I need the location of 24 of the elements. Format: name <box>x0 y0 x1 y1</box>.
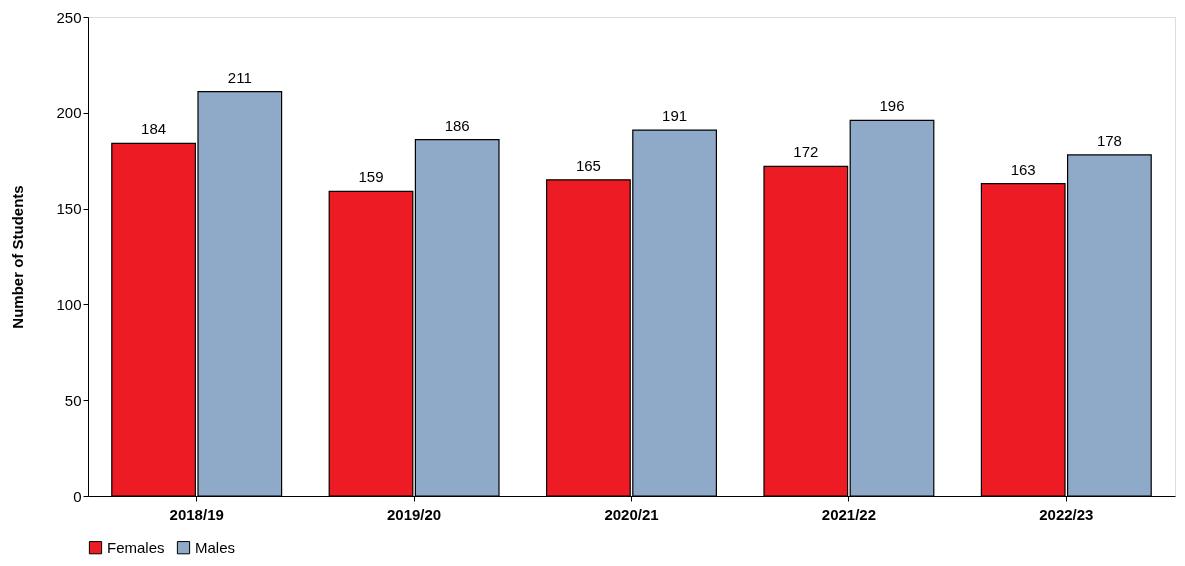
y-tick-label: 250 <box>56 8 82 26</box>
y-tick-label: 0 <box>73 487 82 505</box>
data-label: 159 <box>358 168 384 186</box>
x-tick-label: 2021/22 <box>821 505 877 523</box>
data-label: 172 <box>793 143 819 161</box>
x-tick-label: 2019/20 <box>386 505 442 523</box>
y-tick-label: 200 <box>56 104 82 122</box>
x-tick-label: 2018/19 <box>169 505 224 523</box>
data-label: 163 <box>1010 160 1036 178</box>
legend-label: Males <box>195 538 236 556</box>
data-label: 184 <box>141 120 167 138</box>
y-axis-title: Number of Students <box>9 185 27 329</box>
data-label: 196 <box>879 97 905 115</box>
y-tick-label: 150 <box>56 200 82 218</box>
x-tick-label: 2022/23 <box>1039 505 1094 523</box>
legend-label: Females <box>107 538 165 556</box>
data-label: 186 <box>444 116 470 134</box>
y-tick-label: 100 <box>56 295 82 313</box>
data-label: 191 <box>662 107 688 125</box>
x-tick-label: 2020/21 <box>604 505 659 523</box>
y-tick-label: 50 <box>64 391 82 409</box>
data-label: 165 <box>575 156 601 174</box>
data-label: 211 <box>227 68 252 86</box>
data-label: 178 <box>1096 131 1122 149</box>
